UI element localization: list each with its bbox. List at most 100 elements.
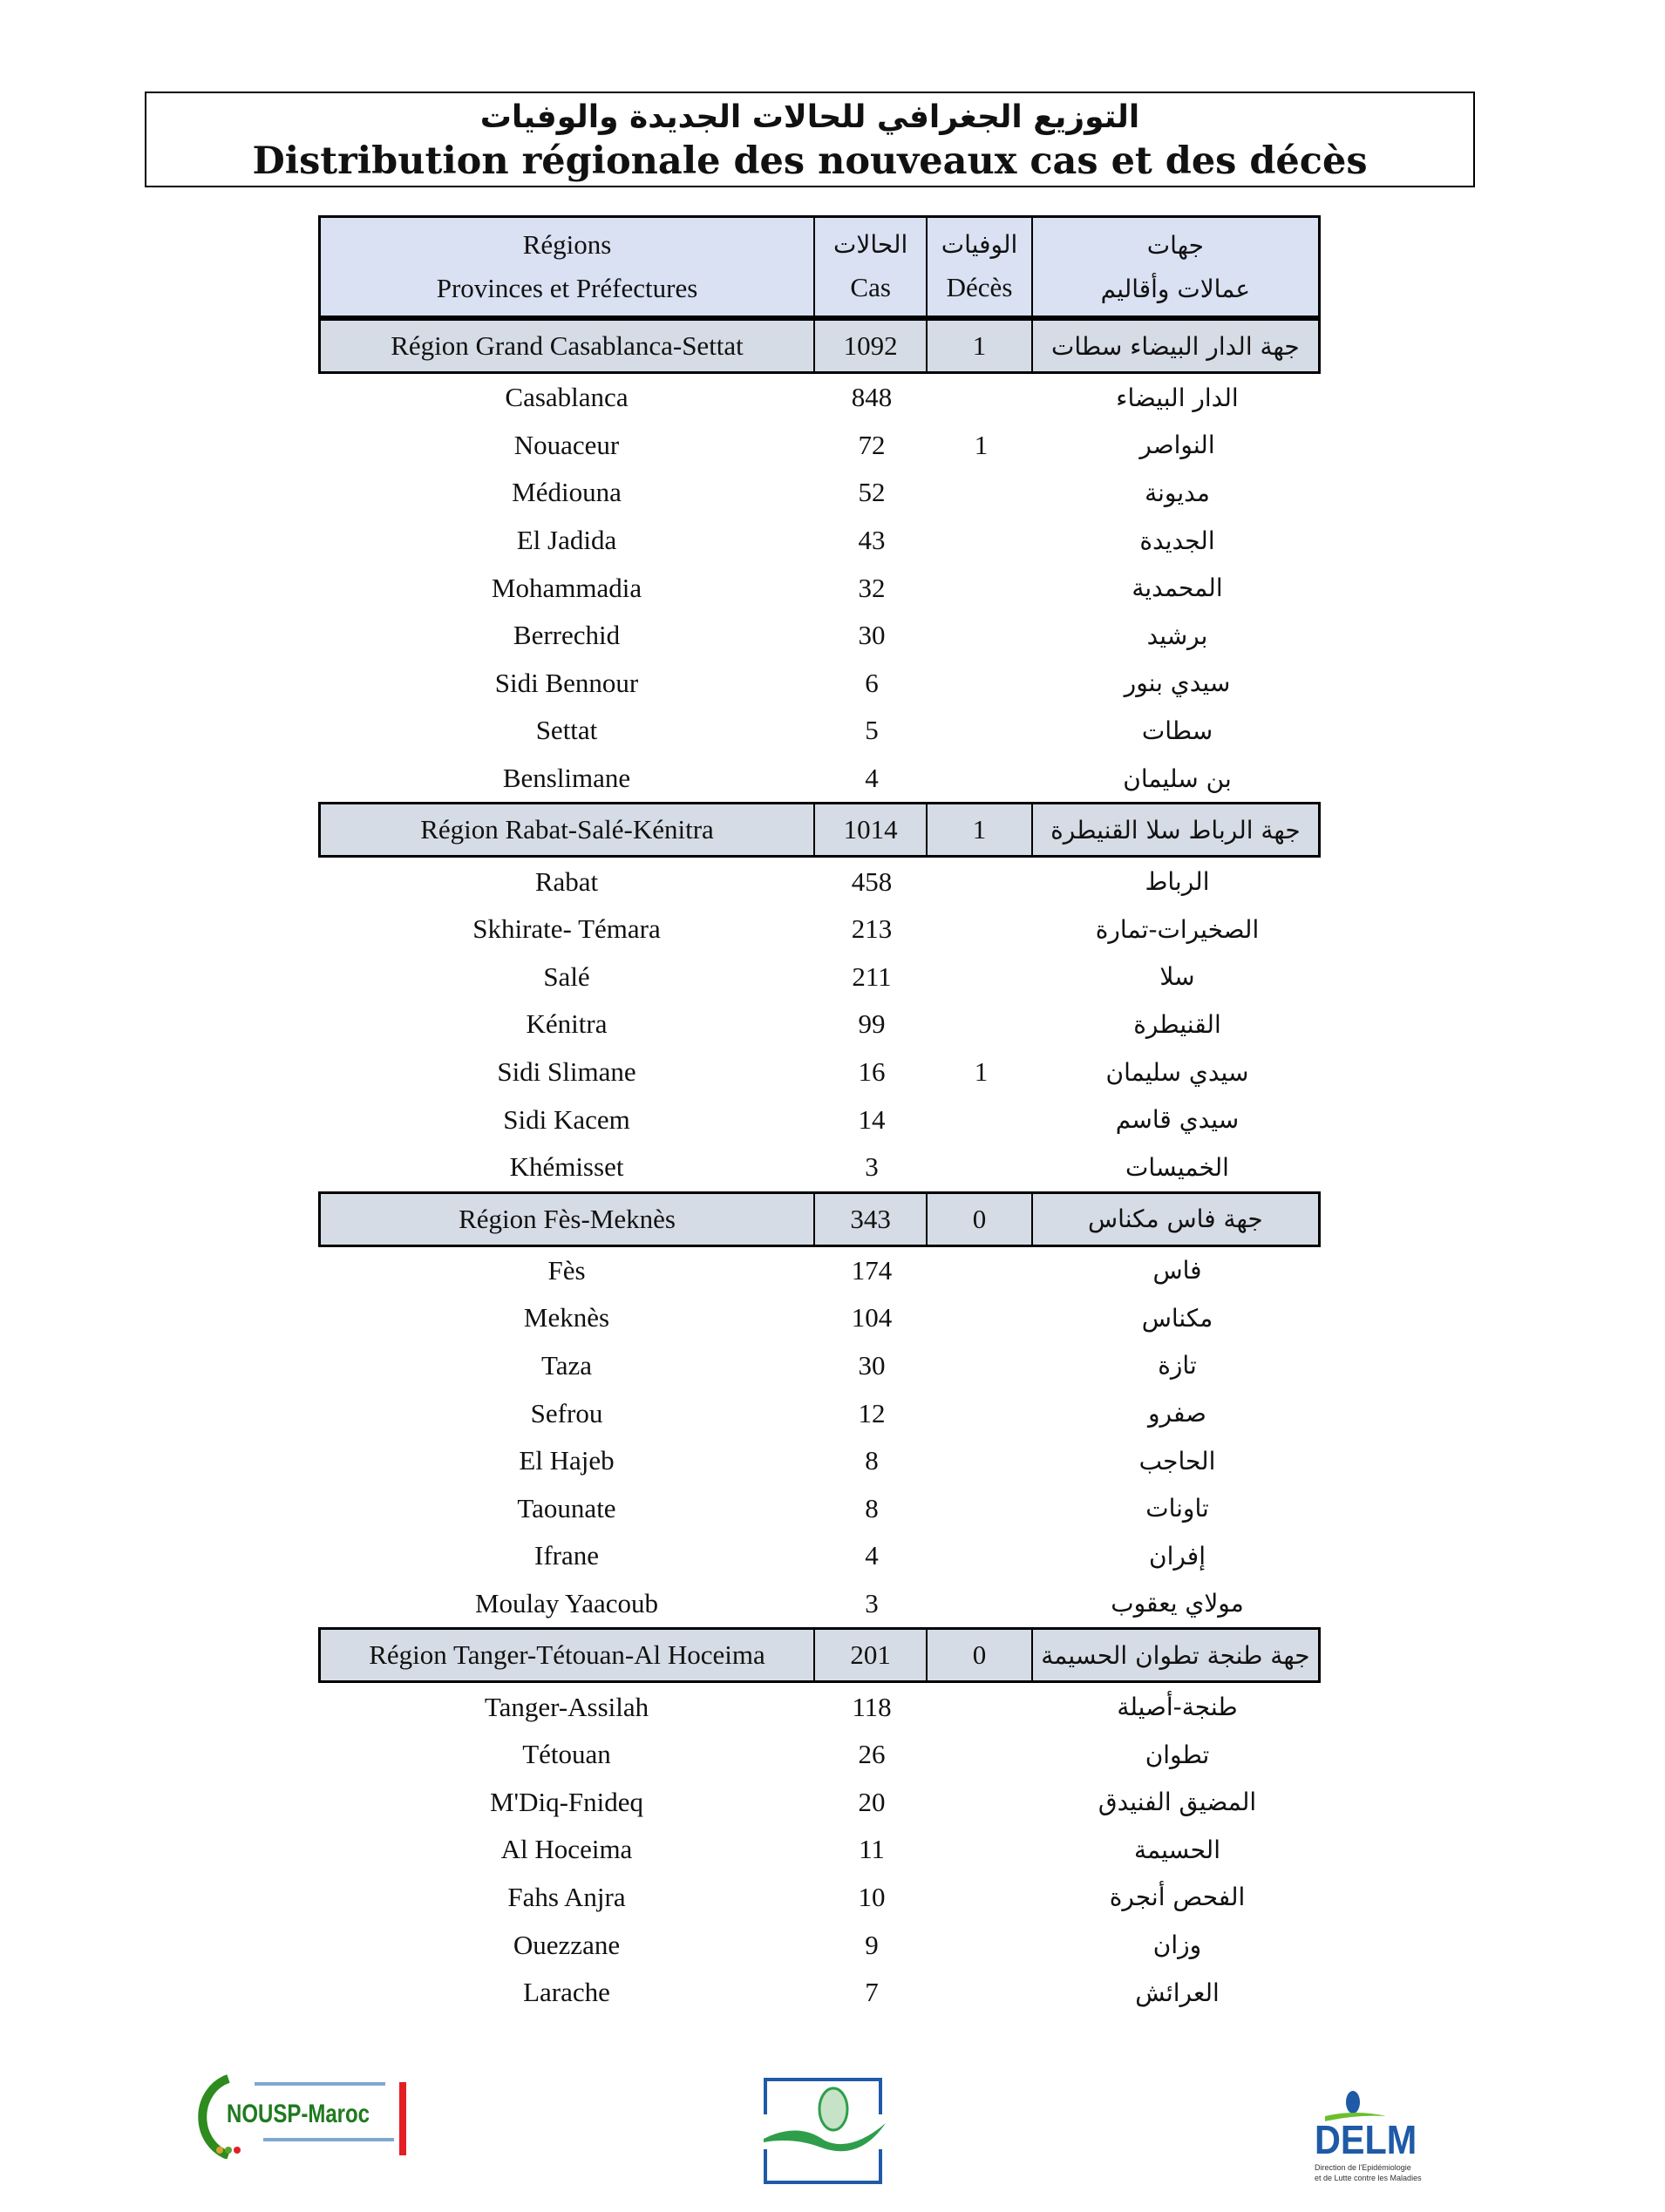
name-fr: Khémisset [509,1151,624,1183]
header-cases-fr: Cas [850,272,891,303]
name-fr: Sidi Bennour [494,667,639,698]
name-ar: المضيق الفنيدق [1098,1788,1257,1817]
name-ar: مولاي يعقوب [1111,1589,1244,1618]
province-row: Meknès 104 مكناس [318,1294,1321,1342]
name-fr: Région Tanger-Tétouan-Al Hoceima [321,1630,816,1681]
name-ar: تطوان [1145,1740,1210,1769]
name-fr: Meknès [523,1302,610,1333]
cases-count: 26 [858,1739,886,1770]
province-row: Fès 174 فاس [318,1247,1321,1295]
province-row: Moulay Yaacoub 3 مولاي يعقوب [318,1580,1321,1628]
cases-count: 848 [851,382,893,413]
header-regions-fr: Régions [522,229,612,260]
cases-count: 99 [858,1008,886,1040]
name-ar: النواصر [1139,431,1215,460]
header-cases-ar: الحالات [833,229,908,259]
nousp-logo-text: NOUSP-Maroc [227,2100,370,2128]
name-fr: Tanger-Assilah [484,1691,649,1722]
header-regions-ar-label: جهات [1146,230,1204,260]
cases-count: 11 [859,1834,885,1865]
nousp-logo-graphic [198,2074,406,2160]
name-fr: Taza [540,1349,593,1381]
cases-count: 458 [851,865,893,897]
province-row: Sefrou 12 صفرو [318,1389,1321,1437]
province-row: Khémisset 3 الخميسات [318,1143,1321,1191]
cases-count: 16 [858,1056,886,1088]
cases-count: 8 [865,1492,879,1523]
name-fr: Kénitra [526,1008,608,1040]
province-row: M'Diq-Fnideq 20 المضيق الفنيدق [318,1778,1321,1826]
name-fr: Tétouan [522,1739,611,1770]
name-fr: Médiouna [512,477,622,508]
cases-count: 4 [865,1540,879,1571]
deaths-count: 1 [974,1056,989,1088]
province-row: Salé 211 سلا [318,953,1321,1001]
name-ar: الرباط [1145,867,1210,897]
name-fr: Salé [543,960,590,992]
name-fr: Moulay Yaacoub [474,1587,659,1618]
delm-caption-2: et de Lutte contre les Maladies [1315,2174,1422,2182]
name-ar: الدار البيضاء [1116,383,1239,412]
name-fr: Ifrane [534,1540,599,1571]
name-ar: طنجة-أصيلة [1117,1693,1238,1722]
province-row: Tétouan 26 تطوان [318,1731,1321,1779]
name-fr: Région Grand Casablanca-Settat [321,321,816,371]
cases-count: 4 [865,763,879,794]
name-fr: El Hajeb [519,1445,615,1476]
name-fr: Taounate [517,1492,616,1523]
name-ar: الخميسات [1125,1152,1229,1182]
name-ar: برشيد [1146,621,1208,650]
name-ar: سيدي سليمان [1105,1057,1249,1087]
nousp-maroc-logo: NOUSP-Maroc [194,2072,411,2160]
header-regions: Régions Provinces et Préfectures [321,218,816,316]
cases-count: 72 [858,429,886,460]
cases-count: 118 [852,1691,892,1722]
name-ar: الفحص أنجرة [1109,1883,1246,1912]
name-ar: الحاجب [1138,1446,1216,1476]
name-fr: Région Rabat-Salé-Kénitra [321,804,816,856]
name-ar: جهة الرباط سلا القنيطرة [1050,815,1301,845]
cases-count: 8 [865,1445,879,1476]
name-fr: Al Hoceima [500,1834,633,1865]
province-row: Sidi Slimane 16 1 سيدي سليمان [318,1048,1321,1096]
header-cases: الحالات Cas [815,218,928,316]
cases-count: 10 [858,1881,886,1912]
province-row: Kénitra 99 القنيطرة [318,1001,1321,1048]
province-row: Benslimane 4 بن سليمان [318,755,1321,803]
name-ar: القنيطرة [1133,1009,1221,1039]
province-row: Berrechid 30 برشيد [318,612,1321,660]
name-ar: صفرو [1148,1399,1206,1428]
province-row: Nouaceur 72 1 النواصر [318,422,1321,470]
name-fr: Région Fès-Meknès [321,1193,816,1245]
name-ar: إفران [1149,1541,1206,1571]
cases-count: 343 [815,1193,928,1245]
cases-count: 9 [865,1929,879,1960]
name-fr: Benslimane [502,763,631,794]
name-ar: جهة الدار البيضاء سطات [1050,331,1300,361]
name-fr: Fès [547,1254,586,1286]
name-fr: Berrechid [513,620,621,651]
name-ar: بن سليمان [1123,763,1232,793]
cases-count: 30 [858,1349,886,1381]
name-ar: مديونة [1145,478,1210,507]
title-arabic: التوزيع الجغرافي للحالات الجديدة والوفيا… [479,99,1140,135]
name-fr: Sidi Kacem [503,1103,630,1135]
header-deaths-fr: Décès [946,272,1013,303]
name-ar: تازة [1158,1351,1197,1381]
name-fr: El Jadida [516,525,617,556]
name-ar: سلا [1159,962,1195,992]
name-fr: M'Diq-Fnideq [489,1786,644,1817]
name-ar: الصخيرات-تمارة [1095,914,1260,944]
name-ar: الحسيمة [1133,1835,1220,1864]
delm-logo: DELM Direction de l'Epidémiologie et de … [1308,2090,1447,2186]
header-provinces-fr: Provinces et Préfectures [436,273,698,303]
deaths-count: 0 [928,1630,1033,1681]
name-ar: جهة فاس مكناس [1087,1204,1263,1233]
cases-count: 3 [865,1151,879,1183]
name-ar: المحمدية [1132,573,1223,603]
title-box: التوزيع الجغرافي للحالات الجديدة والوفيا… [145,92,1475,187]
province-row: Rabat 458 الرباط [318,858,1321,906]
province-row: Larache 7 العرائش [318,1969,1321,2017]
header-deaths: الوفيات Décès [928,218,1033,316]
province-row: Sidi Bennour 6 سيدي بنور [318,660,1321,708]
